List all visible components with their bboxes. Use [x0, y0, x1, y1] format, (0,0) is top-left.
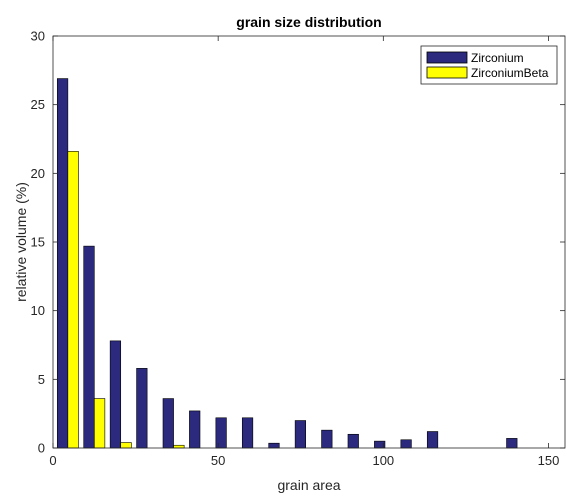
- bar-zirconium-4: [162, 398, 174, 449]
- bar-zirconium-9: [294, 420, 307, 449]
- legend-swatch-zirconium: [426, 51, 468, 64]
- y-tick-label: 30: [31, 29, 45, 44]
- legend-entry-zirconiumbeta: ZirconiumBeta: [471, 66, 549, 80]
- bar-zirconium-3: [136, 368, 148, 449]
- bar-zirconium-13: [400, 439, 412, 449]
- y-tick-label: 0: [38, 441, 45, 456]
- legend: Zirconium ZirconiumBeta: [420, 45, 558, 85]
- bar-zirconium-2: [109, 340, 122, 449]
- bar-zirconiumbeta-0: [67, 151, 79, 449]
- x-axis-label: grain area: [277, 477, 340, 493]
- bar-zirconium-6: [215, 417, 227, 449]
- x-tick-label: 50: [211, 453, 225, 468]
- chart-title: grain size distribution: [236, 14, 381, 30]
- bar-zirconium-14: [426, 431, 439, 449]
- bar-zirconiumbeta-1: [93, 398, 106, 449]
- x-tick-label: 100: [372, 453, 394, 468]
- bar-zirconium-1: [83, 245, 95, 449]
- bar-zirconium-17: [506, 438, 518, 449]
- bar-zirconiumbeta-4: [173, 444, 185, 449]
- y-tick-label: 5: [38, 372, 45, 387]
- bar-zirconiumbeta-2: [120, 442, 132, 449]
- axes-group: 0 50 100 150 0 5 10 15 20 25 30: [31, 29, 566, 468]
- plot-area: [53, 36, 565, 448]
- bar-zirconium-10: [321, 429, 333, 449]
- bar-zirconium-7: [241, 417, 254, 449]
- legend-entry-zirconium: Zirconium: [471, 51, 524, 65]
- y-axis-label: relative volume (%): [13, 182, 29, 302]
- bar-zirconium-8: [268, 442, 280, 449]
- y-tick-label: 15: [31, 235, 45, 250]
- y-tick-label: 25: [31, 97, 45, 112]
- bar-zirconium-0: [56, 78, 69, 449]
- legend-swatch-zirconiumbeta: [426, 66, 468, 79]
- y-tick-label: 10: [31, 303, 45, 318]
- bar-zirconium-11: [347, 433, 359, 449]
- y-tick-label: 20: [31, 166, 45, 181]
- x-tick-label: 0: [49, 453, 56, 468]
- x-tick-label: 150: [538, 453, 560, 468]
- bar-zirconium-5: [189, 410, 201, 449]
